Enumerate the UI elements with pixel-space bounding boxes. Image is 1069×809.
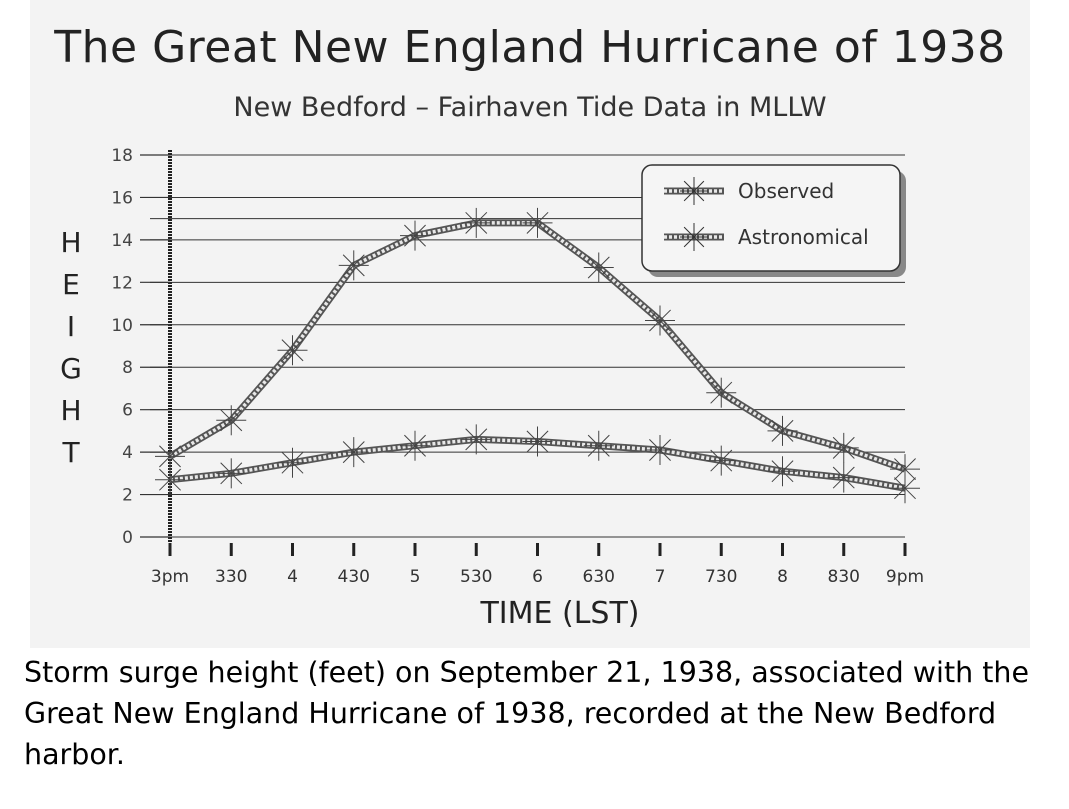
y-axis-label-letter: T	[62, 436, 80, 469]
data-point-observed	[522, 207, 553, 238]
data-point-observed	[338, 250, 369, 281]
y-axis-label-letter: I	[66, 310, 76, 343]
x-tick-label: 430	[338, 567, 370, 587]
y-axis-label-letter: H	[60, 394, 82, 427]
data-point-observed	[583, 252, 614, 283]
y-tick-label: 0	[122, 528, 133, 548]
x-tick-label: 330	[215, 567, 247, 587]
chart-title: The Great New England Hurricane of 1938	[54, 22, 1006, 73]
y-tick-label: 16	[111, 188, 133, 208]
y-tick-label: 6	[122, 401, 133, 421]
data-point-observed	[400, 220, 430, 251]
data-point-observed	[645, 305, 675, 336]
data-point-observed	[767, 415, 798, 446]
data-point-observed	[461, 207, 492, 238]
data-point-observed	[216, 405, 247, 436]
x-axis-title: TIME (LST)	[480, 596, 640, 631]
legend-marker	[680, 177, 708, 205]
x-tick-label: 530	[460, 567, 492, 587]
x-tick-label: 730	[705, 567, 737, 587]
data-point-astronomical	[400, 430, 430, 461]
scanned-figure	[30, 0, 1030, 648]
y-tick-label: 14	[111, 231, 133, 251]
data-point-astronomical	[277, 447, 308, 478]
y-axis-label-letter: G	[60, 352, 82, 385]
data-point-astronomical	[522, 426, 553, 457]
y-tick-label: 4	[122, 443, 133, 463]
data-point-astronomical	[645, 434, 675, 465]
data-point-astronomical	[767, 456, 798, 487]
y-tick-label: 18	[111, 146, 133, 166]
data-point-observed	[828, 432, 859, 463]
legend-label-observed: Observed	[738, 179, 834, 203]
x-tick-label: 3pm	[151, 567, 189, 587]
x-tick-label: 6	[532, 567, 543, 587]
slide-caption: Storm surge height (feet) on September 2…	[24, 656, 1030, 771]
data-point-astronomical	[338, 437, 369, 468]
chart-subtitle: New Bedford – Fairhaven Tide Data in MLL…	[233, 92, 827, 123]
data-point-astronomical	[583, 430, 614, 461]
x-tick-label: 5	[410, 567, 421, 587]
y-tick-label: 12	[111, 273, 133, 293]
data-point-astronomical	[706, 445, 737, 476]
x-tick-label: 7	[655, 567, 666, 587]
x-tick-label: 830	[828, 567, 860, 587]
y-axis-label-letter: E	[62, 268, 80, 301]
data-point-astronomical	[216, 458, 247, 489]
tide-chart: 0 2 4 6 8 10 12 14 16 18 3pm 330 4 430 5 530 6 630 7 730 8 83…	[111, 146, 924, 587]
x-tick-label: 630	[583, 567, 615, 587]
data-point-observed	[277, 335, 308, 366]
x-tick-label: 8	[777, 567, 788, 587]
data-point-astronomical	[890, 473, 920, 504]
y-tick-label: 10	[111, 316, 133, 336]
legend-label-astronomical: Astronomical	[738, 225, 869, 249]
x-tick-label: 4	[287, 567, 298, 587]
data-point-astronomical	[461, 424, 492, 455]
y-tick-label: 8	[122, 358, 133, 378]
data-point-observed	[706, 377, 737, 408]
legend-marker	[680, 223, 708, 251]
x-tick-label: 9pm	[886, 567, 924, 587]
y-axis-label-letter: H	[60, 226, 82, 259]
data-point-astronomical	[828, 462, 859, 493]
y-tick-label: 2	[122, 486, 133, 506]
data-point-astronomical	[155, 464, 185, 495]
